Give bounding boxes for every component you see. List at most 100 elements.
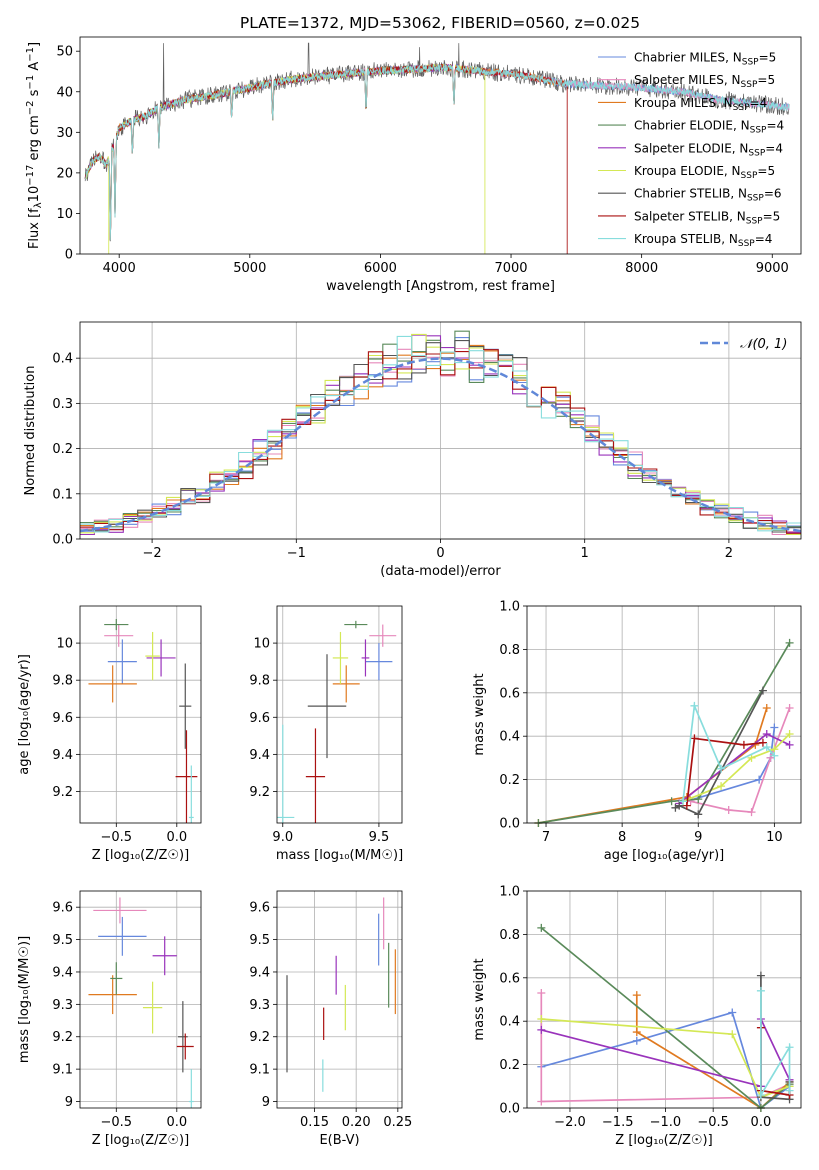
y-tick-label: 10 — [253, 637, 270, 652]
y-axis-label-part: −1 — [25, 47, 36, 62]
mass-weight-vs-age-series-6 — [674, 690, 764, 816]
mass-weight-vs-metallicity-series-8 — [760, 990, 791, 1099]
spectrum-series-8 — [84, 63, 790, 241]
x-axis-label: (data-model)/error — [380, 564, 501, 579]
y-tick-label: 50 — [56, 45, 73, 60]
legend-label-6: Chabrier STELIB, NSSP=6 — [634, 187, 782, 204]
legend-label-sub: SSP — [742, 58, 759, 68]
legend-label-main: Salpeter MILES, N — [634, 73, 741, 87]
spectrum-series-3 — [84, 64, 484, 241]
mass-weight-vs-metallicity-plot — [537, 923, 794, 1112]
legend-label-sub: SSP — [746, 216, 763, 226]
mass-weight-vs-age-marker-6 — [694, 810, 703, 819]
mass-weight-vs-metallicity-series-5 — [541, 1018, 790, 1099]
mass-weight-vs-metallicity-marker-2 — [632, 1028, 641, 1037]
legend-label-sub: SSP — [747, 194, 764, 204]
mass-weight-vs-age-marker-7 — [758, 738, 767, 747]
y-tick-label: 9.3 — [249, 998, 270, 1013]
histogram-series-6 — [80, 340, 801, 533]
legend-label-2: Kroupa MILES, NSSP=4 — [634, 96, 767, 113]
x-tick-label: 1 — [581, 546, 589, 561]
mass-weight-vs-age-marker-8 — [770, 751, 779, 760]
x-tick-label: −1.5 — [602, 1115, 634, 1130]
legend-label-rest: =5 — [763, 209, 781, 223]
legend-label-main: Kroupa MILES, N — [634, 96, 733, 110]
x-tick-label: 0.0 — [166, 1115, 187, 1130]
x-axis-label: mass [log₁₀(M/M☉)] — [276, 848, 403, 863]
mass-vs-ebv-frame — [276, 890, 403, 1109]
y-tick-label: 9.3 — [52, 998, 73, 1013]
legend-label-4: Salpeter ELODIE, NSSP=4 — [634, 141, 783, 158]
mass-weight-vs-age-marker-7 — [682, 801, 691, 810]
y-tick-label: 9.6 — [52, 901, 73, 916]
mass-weight-vs-metallicity-frame — [526, 890, 802, 1109]
y-tick-label: 0.1 — [52, 487, 73, 502]
x-tick-label: 0 — [436, 546, 444, 561]
y-tick-label: 9.1 — [249, 1063, 270, 1078]
x-axis-label: wavelength [Angstrom, rest frame] — [326, 279, 555, 294]
y-axis-label: mass [log₁₀(M/M☉)] — [17, 936, 32, 1063]
age-vs-mass-frame — [276, 605, 403, 824]
x-tick-label: −2 — [143, 546, 162, 561]
x-tick-label: 7 — [542, 830, 550, 845]
y-tick-label: 9.6 — [249, 901, 270, 916]
y-tick-label: 20 — [56, 166, 73, 181]
y-tick-label: 0.0 — [499, 1102, 520, 1117]
mass-weight-vs-metallicity-marker-4 — [537, 1025, 546, 1034]
y-tick-label: 0.6 — [499, 686, 520, 701]
y-tick-label: 0 — [65, 248, 73, 263]
y-tick-label: 0.0 — [52, 533, 73, 548]
x-tick-label: −0.5 — [101, 1115, 133, 1130]
y-axis-label-part: Flux [f — [27, 208, 42, 249]
legend-label-main: Kroupa ELODIE, N — [634, 164, 741, 178]
y-tick-label: 9.8 — [249, 674, 270, 689]
mass-weight-vs-metallicity-marker-8 — [756, 1090, 765, 1099]
x-axis-label: Z [log₁₀(Z/Z☉)] — [92, 1133, 189, 1148]
histogram-plot — [80, 330, 801, 536]
legend-label-main: Kroupa STELIB, N — [634, 232, 738, 246]
spectrum-frame — [79, 36, 802, 255]
mass-weight-vs-age-marker-3 — [694, 795, 703, 804]
legend-label-sub: SSP — [738, 239, 755, 249]
y-axis-label-part: −2 — [25, 100, 36, 115]
y-tick-label: 10 — [56, 637, 73, 652]
legend-label-main: Chabrier STELIB, N — [634, 187, 747, 201]
mass-weight-vs-metallicity-marker-8 — [756, 986, 765, 995]
y-tick-label: 1.0 — [499, 885, 520, 900]
y-tick-label: 9.2 — [52, 785, 73, 800]
y-tick-label: 10 — [56, 207, 73, 222]
x-tick-label: 0.0 — [166, 830, 187, 845]
y-axis-label-part: −17 — [25, 165, 36, 186]
age-vs-mass-plot — [277, 620, 397, 823]
y-tick-label: 0.0 — [499, 817, 520, 832]
mass-weight-vs-age-marker-0 — [755, 775, 764, 784]
y-tick-label: 9.2 — [52, 1030, 73, 1045]
mass-weight-vs-age-marker-8 — [690, 701, 699, 710]
age-vs-metallicity-axes: −0.5 0.0 9.2 9.4 9.6 9.8 10 Z [log₁₀(Z/Z☉)] age … — [17, 606, 201, 863]
mass-vs-ebv-plot — [286, 897, 396, 1092]
histogram-series-8 — [80, 335, 801, 533]
y-tick-label: 9.1 — [52, 1063, 73, 1078]
y-axis-label-part: A — [27, 62, 42, 75]
legend-label-rest: =4 — [755, 232, 773, 246]
legend-label-sub: SSP — [748, 148, 765, 158]
mass-vs-metallicity-axes: −0.5 0.0 9 9.1 9.2 9.3 9.4 9.5 9.6 Z [log₁₀(Z/Z☉)… — [17, 891, 201, 1148]
x-tick-label: 0.20 — [342, 1115, 371, 1130]
x-tick-label: 0.25 — [383, 1115, 412, 1130]
y-tick-label: 9.5 — [52, 933, 73, 948]
mass-weight-vs-metallicity-marker-0 — [632, 1036, 641, 1045]
legend-label-sub: SSP — [741, 80, 758, 90]
mass-weight-vs-age-marker-0 — [770, 723, 779, 732]
mass-weight-vs-metallicity-marker-5 — [728, 1030, 737, 1039]
legend-label-rest: =5 — [759, 51, 777, 65]
legend-label-rest: =4 — [765, 141, 783, 155]
y-axis-label-part: ] — [27, 42, 42, 47]
spectrum-series-5 — [84, 63, 486, 254]
x-axis-label: Z [log₁₀(Z/Z☉)] — [615, 1133, 712, 1148]
x-tick-label: 10 — [766, 830, 783, 845]
legend-label-rest: =4 — [766, 119, 784, 133]
y-tick-label: 9.2 — [249, 785, 270, 800]
mass-weight-vs-age-marker-3 — [667, 797, 676, 806]
mass-weight-vs-age-marker-1 — [724, 805, 733, 814]
